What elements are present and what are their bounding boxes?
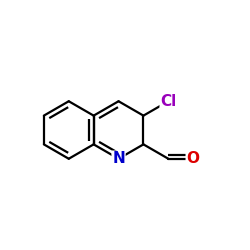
Text: Cl: Cl [160, 94, 176, 109]
Text: N: N [112, 151, 125, 166]
Text: O: O [186, 151, 199, 166]
Text: Cl: Cl [160, 94, 176, 109]
Text: O: O [186, 151, 199, 166]
Text: N: N [112, 151, 125, 166]
